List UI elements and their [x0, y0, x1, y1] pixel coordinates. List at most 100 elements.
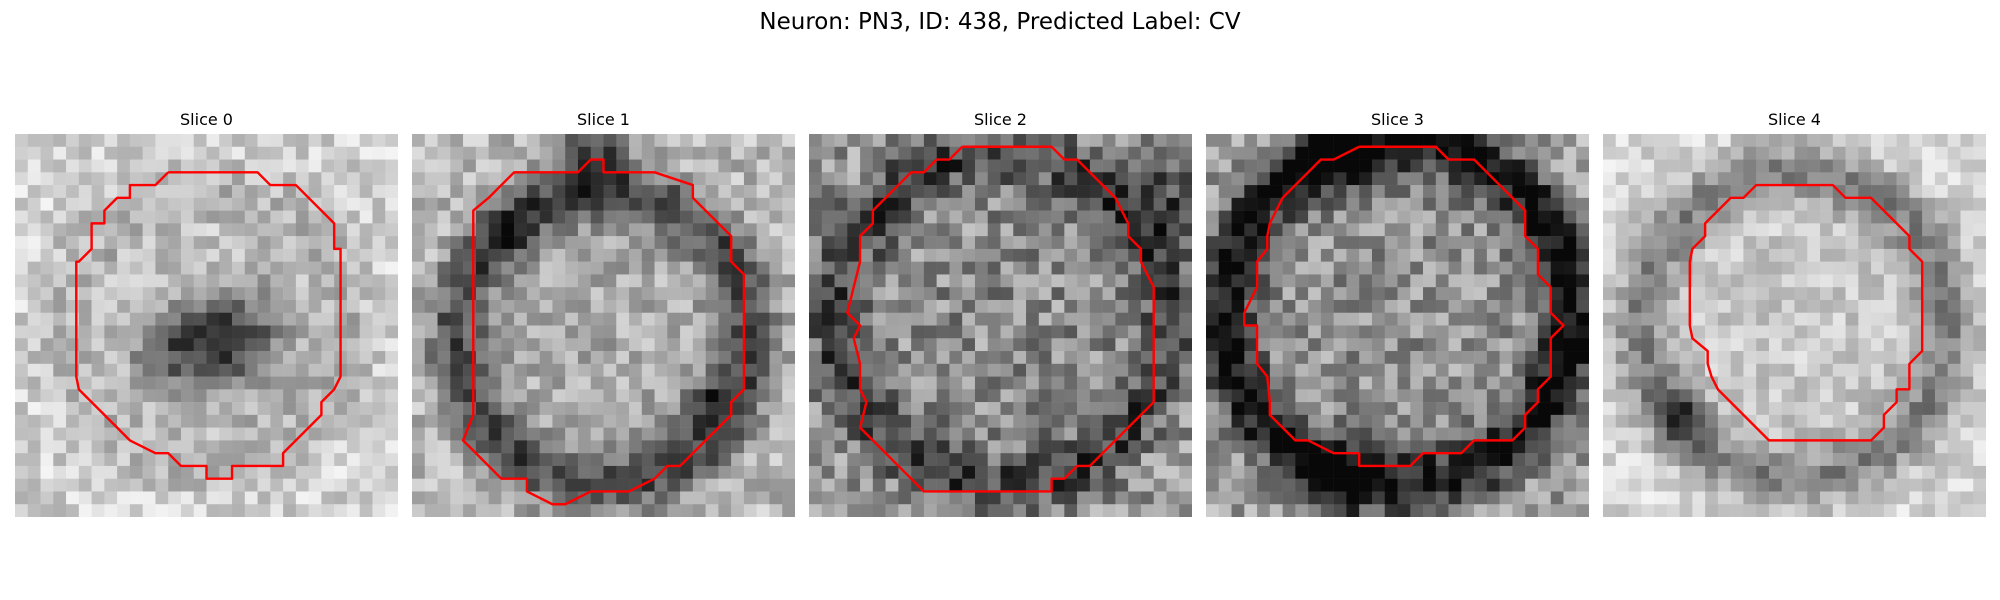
pixel [1153, 338, 1167, 352]
pixel [1423, 248, 1437, 262]
pixel [1973, 363, 1986, 377]
pixel [565, 236, 579, 250]
pixel [180, 134, 194, 148]
pixel [1576, 440, 1589, 454]
pixel [1512, 465, 1526, 479]
pixel [1563, 185, 1577, 199]
pixel [91, 389, 105, 403]
pixel [769, 312, 783, 326]
pixel [1384, 210, 1398, 224]
pixel [1435, 491, 1449, 505]
pixel [295, 491, 309, 505]
pixel [1499, 351, 1513, 365]
pixel [911, 440, 925, 454]
pixel [1359, 299, 1373, 313]
pixel [206, 338, 220, 352]
pixel [104, 427, 118, 441]
pixel [1282, 351, 1296, 365]
pixel [1820, 210, 1834, 224]
pixel [1960, 223, 1974, 237]
pixel [40, 236, 54, 250]
pixel [1410, 197, 1424, 211]
pixel [321, 185, 335, 199]
pixel [1282, 236, 1296, 250]
pixel [1474, 376, 1488, 390]
pixel [117, 287, 131, 301]
pixel [385, 440, 398, 454]
pixel [104, 287, 118, 301]
pixel [1807, 172, 1821, 186]
pixel [577, 248, 591, 262]
pixel [40, 172, 54, 186]
pixel [27, 159, 41, 173]
pixel [475, 146, 489, 160]
pixel [667, 453, 681, 467]
pixel [412, 325, 426, 339]
pixel [1576, 236, 1589, 250]
pixel [308, 159, 322, 173]
pixel [1550, 185, 1564, 199]
pixel [1692, 210, 1706, 224]
pixel [1282, 402, 1296, 416]
pixel [475, 414, 489, 428]
pixel [117, 325, 131, 339]
pixel [1743, 338, 1757, 352]
pixel [40, 376, 54, 390]
pixel [577, 146, 591, 160]
pixel [1692, 185, 1706, 199]
pixel [1922, 223, 1936, 237]
pixel [359, 338, 373, 352]
pixel [1896, 453, 1910, 467]
pixel [1934, 504, 1948, 517]
pixel [475, 376, 489, 390]
pixel [372, 172, 386, 186]
pixel [1845, 465, 1859, 479]
pixel [974, 389, 988, 403]
pixel [1423, 491, 1437, 505]
pixel [1705, 453, 1719, 467]
pixel [616, 427, 630, 441]
pixel [526, 159, 540, 173]
pixel [1603, 197, 1617, 211]
pixel [1359, 223, 1373, 237]
pixel [1308, 185, 1322, 199]
pixel [193, 146, 207, 160]
pixel [1615, 491, 1629, 505]
pixel [385, 299, 398, 313]
pixel [1615, 414, 1629, 428]
pixel [1051, 440, 1065, 454]
pixel [206, 504, 220, 517]
pixel [321, 274, 335, 288]
pixel [424, 146, 438, 160]
pixel [1026, 325, 1040, 339]
pixel [346, 274, 360, 288]
pixel [1615, 440, 1629, 454]
pixel [257, 197, 271, 211]
pixel [1794, 159, 1808, 173]
pixel [412, 453, 426, 467]
pixel [1486, 223, 1500, 237]
pixel [1832, 236, 1846, 250]
pixel [577, 134, 591, 148]
pixel [40, 185, 54, 199]
pixel [1448, 248, 1462, 262]
pixel [756, 223, 770, 237]
pixel [1947, 312, 1961, 326]
pixel [962, 287, 976, 301]
pixel [475, 338, 489, 352]
pixel [193, 491, 207, 505]
pixel [1768, 134, 1782, 148]
pixel [834, 261, 848, 275]
pixel [1603, 440, 1617, 454]
pixel [232, 491, 246, 505]
pixel [782, 312, 795, 326]
pixel [1153, 504, 1167, 517]
pixel [1206, 478, 1220, 492]
pixel [514, 146, 528, 160]
pixel [104, 210, 118, 224]
pixel [756, 504, 770, 517]
pixel [834, 236, 848, 250]
pixel [437, 248, 451, 262]
pixel [1871, 236, 1885, 250]
pixel [66, 402, 80, 416]
